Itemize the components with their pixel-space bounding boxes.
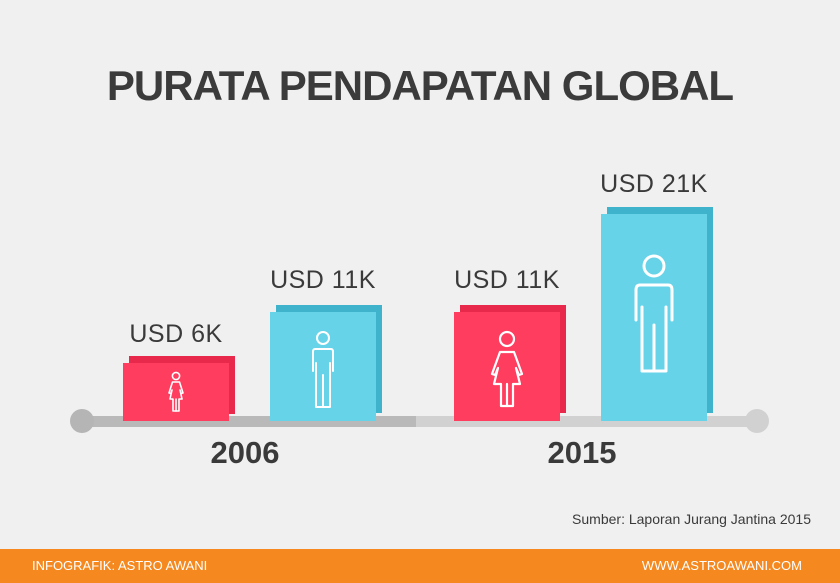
woman-icon [489,330,525,410]
man-icon [311,330,335,409]
bar-face [601,214,707,421]
bar-value-label: USD 11K [270,266,376,294]
page-title: PURATA PENDAPATAN GLOBAL [106,62,734,109]
footer-credit: INFOGRAFIK: ASTRO AWANI [32,558,208,573]
bar-value-label: USD 6K [129,320,223,348]
footer-bar: INFOGRAFIK: ASTRO AWANI WWW.ASTROAWANI.C… [0,549,840,583]
source-note: Sumber: Laporan Jurang Jantina 2015 [572,511,811,527]
timeline-segment-2015 [416,416,757,427]
bar-value-label: USD 11K [454,266,560,294]
timeline-segment-2006 [82,416,416,427]
bar-face [454,312,560,421]
timeline-end-dot [745,409,769,433]
footer-website-link[interactable]: WWW.ASTROAWANI.COM [641,558,802,573]
bar-face [270,312,376,421]
year-label-2015: 2015 [547,435,617,470]
bar-face [123,363,229,421]
bar-value-label: USD 21K [600,170,708,198]
man-icon [633,254,675,374]
year-label-2006: 2006 [210,435,280,470]
woman-icon [168,371,184,413]
timeline-start-dot [70,409,94,433]
